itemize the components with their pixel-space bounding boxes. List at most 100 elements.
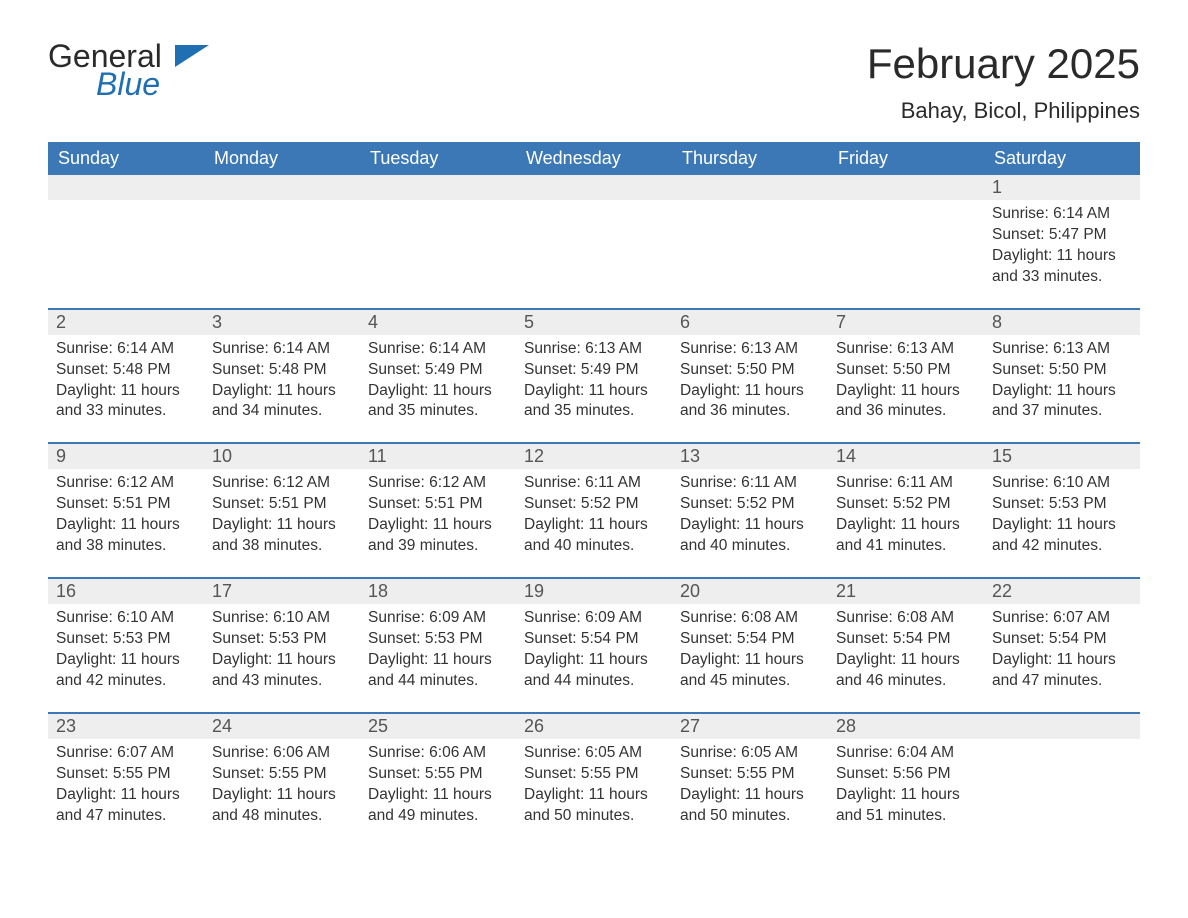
sunset-line: Sunset: 5:52 PM xyxy=(524,494,664,515)
day-number: 24 xyxy=(204,714,360,739)
day-label-wed: Wednesday xyxy=(516,142,672,175)
logo: General Blue xyxy=(48,40,209,101)
day-number: 25 xyxy=(360,714,516,739)
daylight-line: Daylight: 11 hours and 33 minutes. xyxy=(992,246,1132,288)
daylight-line: Daylight: 11 hours and 38 minutes. xyxy=(212,515,352,557)
daylight-line: Daylight: 11 hours and 41 minutes. xyxy=(836,515,976,557)
day-cell: Sunrise: 6:09 AMSunset: 5:53 PMDaylight:… xyxy=(360,604,516,692)
day-number-row: 232425262728 xyxy=(48,712,1140,739)
daylight-line: Daylight: 11 hours and 39 minutes. xyxy=(368,515,508,557)
sunrise-line: Sunrise: 6:08 AM xyxy=(680,608,820,629)
daylight-line: Daylight: 11 hours and 47 minutes. xyxy=(992,650,1132,692)
day-number: 9 xyxy=(48,444,204,469)
day-number: 5 xyxy=(516,310,672,335)
month-title: February 2025 xyxy=(867,40,1140,88)
day-label-tue: Tuesday xyxy=(360,142,516,175)
sunset-line: Sunset: 5:55 PM xyxy=(680,764,820,785)
daylight-line: Daylight: 11 hours and 47 minutes. xyxy=(56,785,196,827)
day-number xyxy=(516,175,672,200)
sunrise-line: Sunrise: 6:06 AM xyxy=(212,743,352,764)
day-cell: Sunrise: 6:13 AMSunset: 5:49 PMDaylight:… xyxy=(516,335,672,423)
sunrise-line: Sunrise: 6:13 AM xyxy=(992,339,1132,360)
sunrise-line: Sunrise: 6:13 AM xyxy=(680,339,820,360)
daylight-line: Daylight: 11 hours and 49 minutes. xyxy=(368,785,508,827)
daylight-line: Daylight: 11 hours and 46 minutes. xyxy=(836,650,976,692)
calendar-week: 16171819202122Sunrise: 6:10 AMSunset: 5:… xyxy=(48,577,1140,692)
sunset-line: Sunset: 5:51 PM xyxy=(212,494,352,515)
day-number: 11 xyxy=(360,444,516,469)
day-number: 12 xyxy=(516,444,672,469)
day-label-mon: Monday xyxy=(204,142,360,175)
sunset-line: Sunset: 5:54 PM xyxy=(524,629,664,650)
day-cell: Sunrise: 6:04 AMSunset: 5:56 PMDaylight:… xyxy=(828,739,984,827)
sunrise-line: Sunrise: 6:11 AM xyxy=(680,473,820,494)
daylight-line: Daylight: 11 hours and 48 minutes. xyxy=(212,785,352,827)
day-number: 16 xyxy=(48,579,204,604)
sunrise-line: Sunrise: 6:05 AM xyxy=(524,743,664,764)
daylight-line: Daylight: 11 hours and 50 minutes. xyxy=(680,785,820,827)
day-number-row: 16171819202122 xyxy=(48,577,1140,604)
day-number: 1 xyxy=(984,175,1140,200)
day-cell xyxy=(48,200,204,288)
day-cell: Sunrise: 6:07 AMSunset: 5:55 PMDaylight:… xyxy=(48,739,204,827)
day-number: 2 xyxy=(48,310,204,335)
sunset-line: Sunset: 5:53 PM xyxy=(212,629,352,650)
sunset-line: Sunset: 5:52 PM xyxy=(836,494,976,515)
calendar: Sunday Monday Tuesday Wednesday Thursday… xyxy=(48,142,1140,826)
day-number: 8 xyxy=(984,310,1140,335)
day-cell: Sunrise: 6:11 AMSunset: 5:52 PMDaylight:… xyxy=(516,469,672,557)
day-cell: Sunrise: 6:11 AMSunset: 5:52 PMDaylight:… xyxy=(672,469,828,557)
day-number xyxy=(204,175,360,200)
day-cell: Sunrise: 6:13 AMSunset: 5:50 PMDaylight:… xyxy=(828,335,984,423)
day-number: 15 xyxy=(984,444,1140,469)
day-number: 20 xyxy=(672,579,828,604)
sunrise-line: Sunrise: 6:07 AM xyxy=(56,743,196,764)
day-cell: Sunrise: 6:05 AMSunset: 5:55 PMDaylight:… xyxy=(672,739,828,827)
daylight-line: Daylight: 11 hours and 35 minutes. xyxy=(368,381,508,423)
sunrise-line: Sunrise: 6:13 AM xyxy=(836,339,976,360)
calendar-week: 9101112131415Sunrise: 6:12 AMSunset: 5:5… xyxy=(48,442,1140,557)
sunset-line: Sunset: 5:49 PM xyxy=(368,360,508,381)
day-cell: Sunrise: 6:10 AMSunset: 5:53 PMDaylight:… xyxy=(48,604,204,692)
sunrise-line: Sunrise: 6:06 AM xyxy=(368,743,508,764)
daylight-line: Daylight: 11 hours and 42 minutes. xyxy=(56,650,196,692)
sunset-line: Sunset: 5:47 PM xyxy=(992,225,1132,246)
calendar-week: 2345678 Sunrise: 6:14 AM Sunset: 5:48 PM Da… xyxy=(48,308,1140,423)
day-cell: Sunrise: 6:12 AMSunset: 5:51 PMDaylight:… xyxy=(48,469,204,557)
sunrise-line: Sunrise: 6:09 AM xyxy=(368,608,508,629)
calendar-week: 232425262728Sunrise: 6:07 AMSunset: 5:55… xyxy=(48,712,1140,827)
day-cell: Sunrise: 6:12 AMSunset: 5:51 PMDaylight:… xyxy=(360,469,516,557)
day-number: 6 xyxy=(672,310,828,335)
sunset-line: Sunset: 5:53 PM xyxy=(368,629,508,650)
sunrise-line: Sunrise: 6:04 AM xyxy=(836,743,976,764)
sunrise-line: Sunrise: 6:14 AM xyxy=(56,339,196,360)
day-number: 27 xyxy=(672,714,828,739)
day-cell xyxy=(672,200,828,288)
daylight-line: Daylight: 11 hours and 45 minutes. xyxy=(680,650,820,692)
sunset-line: Sunset: 5:48 PM xyxy=(212,360,352,381)
top-row: General Blue February 2025 Bahay, Bicol,… xyxy=(48,40,1140,124)
sunrise-line: Sunrise: 6:08 AM xyxy=(836,608,976,629)
sunrise-line: Sunrise: 6:11 AM xyxy=(836,473,976,494)
day-cell: Sunrise: 6:08 AMSunset: 5:54 PMDaylight:… xyxy=(672,604,828,692)
daylight-line: Daylight: 11 hours and 40 minutes. xyxy=(680,515,820,557)
day-cell: Sunrise: 6:13 AMSunset: 5:50 PMDaylight:… xyxy=(672,335,828,423)
sunrise-line: Sunrise: 6:14 AM xyxy=(992,204,1132,225)
sunrise-line: Sunrise: 6:14 AM xyxy=(368,339,508,360)
day-number-row: 2345678 xyxy=(48,308,1140,335)
sunset-line: Sunset: 5:51 PM xyxy=(56,494,196,515)
day-number: 17 xyxy=(204,579,360,604)
day-cell: Sunrise: 6:12 AMSunset: 5:51 PMDaylight:… xyxy=(204,469,360,557)
sunset-line: Sunset: 5:55 PM xyxy=(524,764,664,785)
day-number: 3 xyxy=(204,310,360,335)
day-number-row: 9101112131415 xyxy=(48,442,1140,469)
day-number: 23 xyxy=(48,714,204,739)
sunrise-line: Sunrise: 6:10 AM xyxy=(56,608,196,629)
daylight-line: Daylight: 11 hours and 50 minutes. xyxy=(524,785,664,827)
sunrise-line: Sunrise: 6:12 AM xyxy=(368,473,508,494)
day-cell: Sunrise: 6:10 AMSunset: 5:53 PMDaylight:… xyxy=(984,469,1140,557)
sunrise-line: Sunrise: 6:07 AM xyxy=(992,608,1132,629)
sunset-line: Sunset: 5:51 PM xyxy=(368,494,508,515)
daylight-line: Daylight: 11 hours and 42 minutes. xyxy=(992,515,1132,557)
sunset-line: Sunset: 5:55 PM xyxy=(56,764,196,785)
